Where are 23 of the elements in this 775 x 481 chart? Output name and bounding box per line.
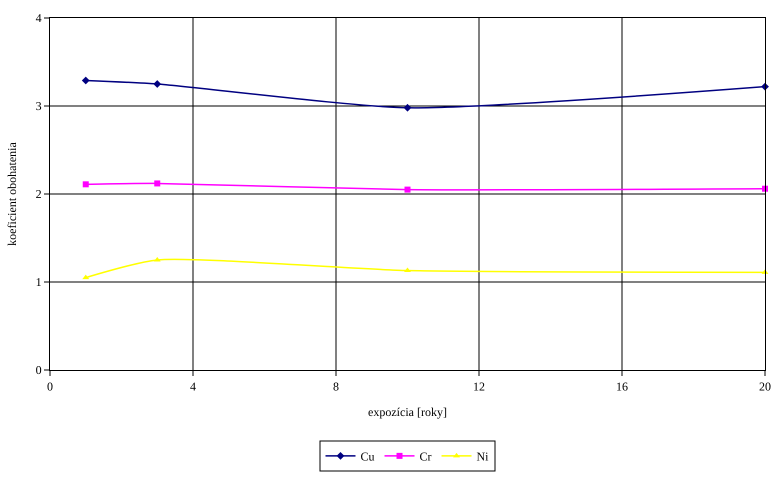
x-tick-label: 8 <box>333 379 339 394</box>
x-tick-label: 16 <box>616 379 628 394</box>
point <box>82 76 90 84</box>
y-tick-label: 3 <box>36 99 42 114</box>
legend-label: Ni <box>476 450 490 464</box>
x-tick-label: 0 <box>47 379 53 394</box>
legend-label: Cr <box>420 450 432 464</box>
x-tick-label: 4 <box>190 379 196 394</box>
x-tick-label: 20 <box>759 379 771 394</box>
point <box>404 186 410 193</box>
point <box>153 80 162 88</box>
x-tick-label: 12 <box>473 379 485 394</box>
y-axis-title: koeficient obohatenia <box>5 142 19 246</box>
y-tick-label: 0 <box>36 363 42 378</box>
point <box>404 268 411 272</box>
point <box>154 180 160 186</box>
y-tick-label: 1 <box>36 275 42 290</box>
legend-label: Cu <box>360 450 375 464</box>
point <box>82 181 89 188</box>
x-axis-title: expozícia [roky] <box>368 405 447 419</box>
y-tick-label: 4 <box>36 11 42 26</box>
y-tick-label: 2 <box>36 187 42 202</box>
point <box>404 104 412 112</box>
